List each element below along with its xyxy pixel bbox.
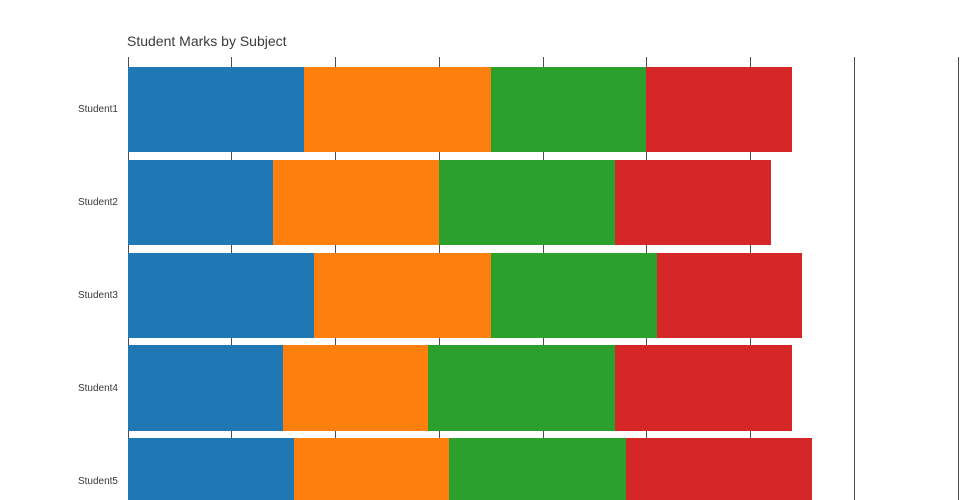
bar-green-segment [438,159,616,246]
gridline [957,57,959,500]
bar-red-segment [615,345,792,432]
bar-red-segment [615,159,771,246]
bar-orange-segment [283,345,429,432]
y-axis-label-student3: Student3 [77,289,118,301]
bar-row [127,66,792,153]
bar-green-segment [490,252,657,339]
bar-orange-segment [314,252,491,339]
bar-blue-segment [127,252,315,339]
bar-row [127,438,813,500]
bar-row [127,252,802,339]
bar-row [127,159,771,246]
bar-orange-segment [293,438,450,500]
bar-green-segment [490,66,647,153]
chart-title: Student Marks by Subject [127,33,287,49]
bar-red-segment [656,252,802,339]
bar-red-segment [625,438,813,500]
bar-green-segment [428,345,616,432]
bar-red-segment [646,66,792,153]
y-axis-label-student4: Student4 [77,382,118,394]
bar-blue-segment [127,159,273,246]
bar-blue-segment [127,66,304,153]
bar-blue-segment [127,345,284,432]
y-axis-label-student5: Student5 [77,475,118,487]
y-axis-label-student1: Student1 [77,104,118,116]
bar-row [127,345,792,432]
bar-blue-segment [127,438,294,500]
bar-orange-segment [303,66,491,153]
y-axis-label-student2: Student2 [77,197,118,208]
plot-area [127,57,960,500]
bar-orange-segment [272,159,439,246]
gridline [853,57,855,500]
bar-green-segment [449,438,626,500]
